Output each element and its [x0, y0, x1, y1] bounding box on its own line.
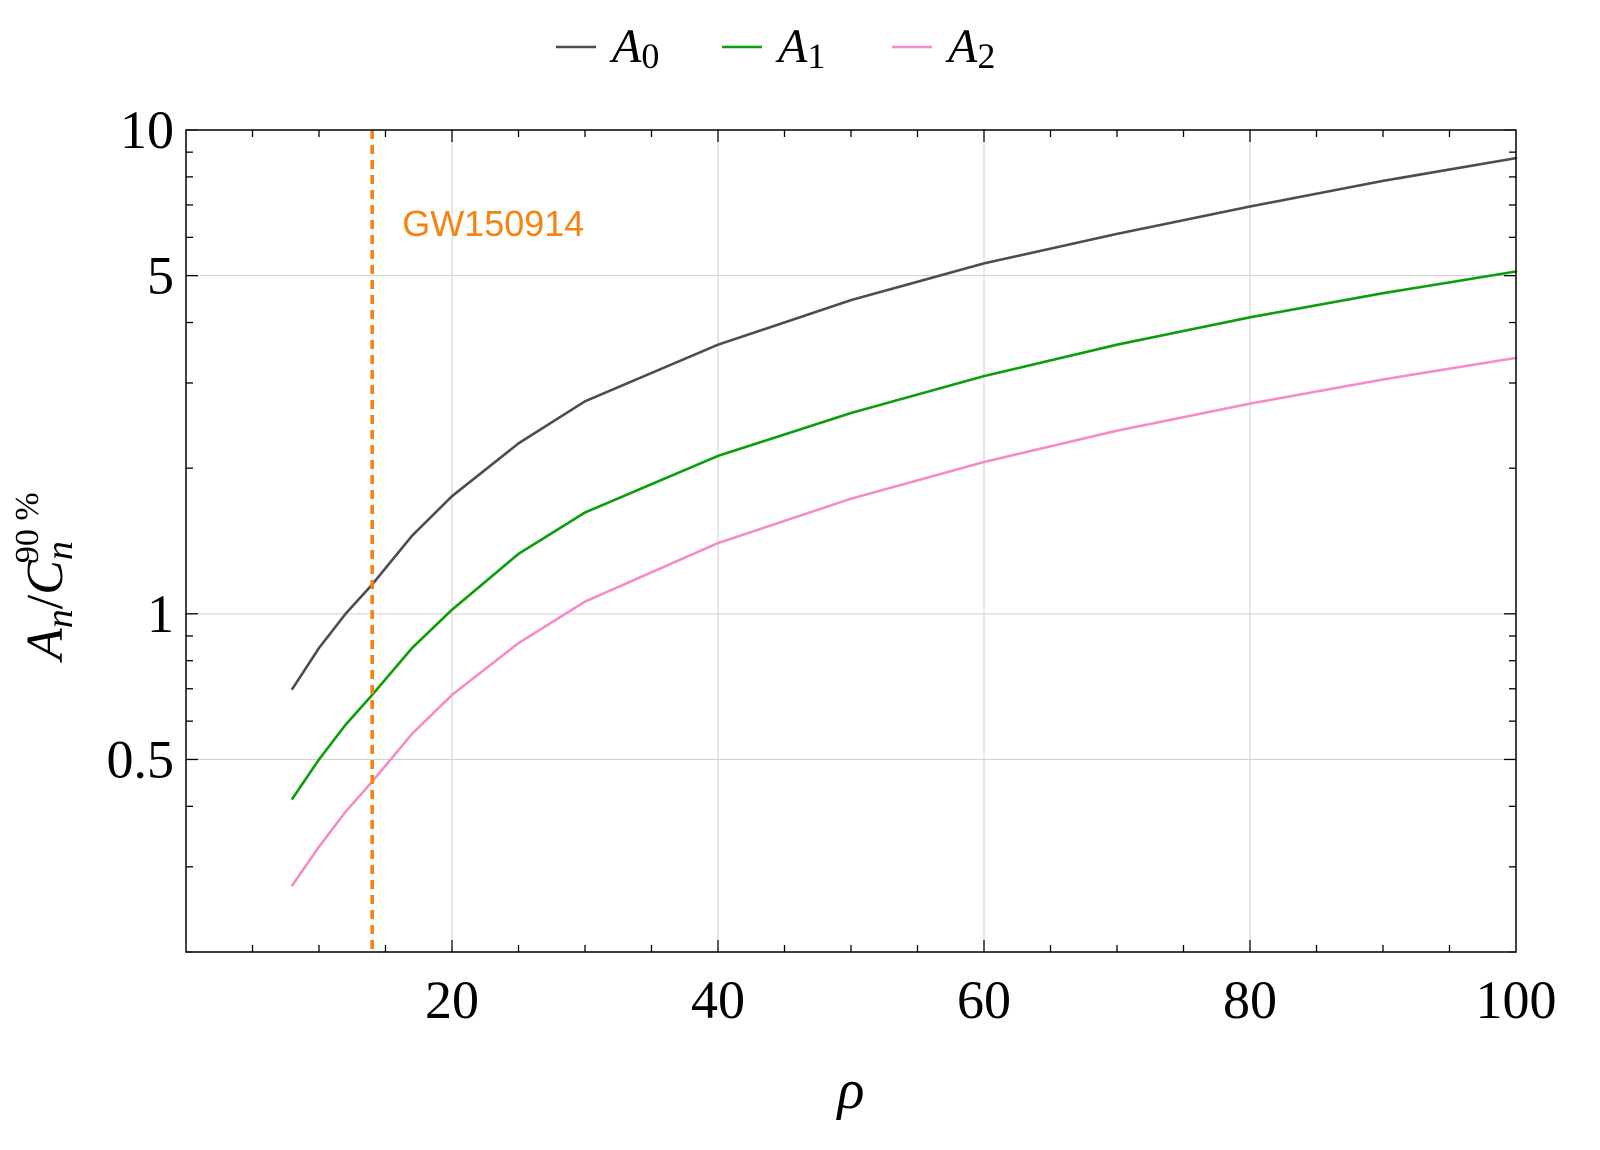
x-axis-label: ρ: [836, 1059, 865, 1121]
y-label-slash: /: [17, 594, 74, 609]
ticks: [186, 129, 1516, 953]
series-layer: [291, 156, 1518, 887]
x-tick-label: 20: [425, 970, 479, 1030]
tick-labels: 20 40 60 80 100 0.5 1 5 10: [107, 100, 1557, 1030]
legend: A0 A1 A2: [556, 20, 995, 76]
y-tick-label: 0.5: [107, 729, 175, 789]
x-tick-label: 100: [1476, 970, 1557, 1030]
series-line-A2: [291, 356, 1518, 887]
y-label-den-sub: n: [39, 541, 81, 560]
x-tick-label: 60: [957, 970, 1011, 1030]
y-label-base: A: [17, 628, 74, 663]
series-line-A1: [291, 270, 1518, 800]
y-label-den: C: [17, 559, 74, 595]
legend-entry: A0: [609, 20, 659, 76]
y-label-den-sup: 90 %: [9, 492, 46, 563]
y-tick-label: 1: [147, 584, 174, 644]
y-tick-label: 5: [147, 246, 174, 306]
y-axis-label: An/Cn90 %: [9, 492, 81, 663]
plot-frame: [185, 129, 1517, 953]
annotation-label: GW150914: [402, 203, 584, 244]
legend-entry: A2: [945, 20, 995, 76]
grid: [186, 129, 1517, 952]
legend-entry: A1: [775, 20, 825, 76]
y-tick-label: 10: [120, 100, 174, 160]
annotation-layer: GW150914: [370, 130, 584, 952]
x-tick-label: 40: [691, 970, 745, 1030]
x-tick-label: 80: [1223, 970, 1277, 1030]
y-label-base-sub: n: [39, 609, 81, 628]
series-line-A0: [291, 156, 1518, 691]
